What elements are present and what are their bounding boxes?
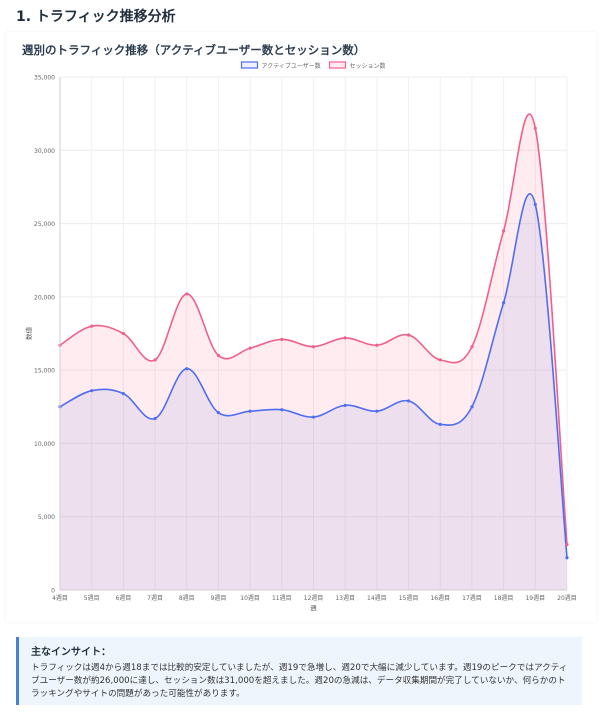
legend-label: アクティブユーザー数 bbox=[262, 62, 321, 70]
data-point bbox=[406, 333, 411, 337]
legend-item[interactable]: セッション数 bbox=[328, 61, 386, 70]
data-point bbox=[438, 422, 442, 426]
y-tick-label: 35,000 bbox=[34, 75, 55, 82]
data-point bbox=[248, 346, 252, 350]
x-tick-label: 19週目 bbox=[525, 594, 545, 602]
traffic-chart: 0 5,000 10,000 15,000 20,000 25,000 30,000 35,0… bbox=[24, 61, 577, 613]
y-tick-label: 25,000 bbox=[34, 221, 55, 228]
y-tick-label: 30,000 bbox=[34, 148, 55, 155]
x-tick-label: 9週目 bbox=[211, 594, 227, 602]
data-point bbox=[153, 358, 157, 362]
points bbox=[58, 126, 569, 560]
x-tick-label: 13週目 bbox=[335, 594, 355, 602]
data-point bbox=[90, 324, 94, 328]
data-point bbox=[216, 411, 221, 415]
section-title: 1. トラフィック推移分析 bbox=[16, 9, 176, 25]
data-point bbox=[121, 331, 125, 336]
data-point bbox=[406, 399, 411, 403]
legend[interactable]: アクティブユーザー数 セッション数 bbox=[240, 61, 386, 70]
legend-swatch bbox=[328, 61, 347, 69]
data-point bbox=[565, 556, 569, 560]
data-point bbox=[343, 336, 347, 340]
insight-box: 主なインサイト： トラフィックは週4から週18までは比較的安定していましたが、週… bbox=[16, 637, 582, 705]
x-tick-label: 5週目 bbox=[84, 594, 100, 602]
series-area-1 bbox=[60, 114, 567, 590]
x-tick-label: 8週目 bbox=[179, 594, 195, 602]
y-tick-label: 0 bbox=[51, 588, 55, 595]
x-tick-label: 15週目 bbox=[399, 594, 419, 602]
x-tick-label: 14週目 bbox=[367, 594, 387, 602]
grid bbox=[59, 76, 568, 591]
x-axis-label: 週 bbox=[310, 603, 317, 612]
y-axis-label: 数値 bbox=[24, 327, 33, 341]
data-point bbox=[375, 343, 379, 347]
data-point bbox=[280, 408, 284, 412]
x-tick-label: 10週目 bbox=[240, 594, 260, 602]
x-tick-label: 12週目 bbox=[304, 594, 324, 602]
data-point bbox=[502, 229, 506, 233]
data-point bbox=[343, 403, 347, 407]
y-tick-label: 10,000 bbox=[34, 441, 55, 448]
data-point bbox=[502, 301, 506, 305]
y-tick-label: 20,000 bbox=[34, 294, 55, 301]
chart-title: 週別のトラフィック推移（アクティブユーザー数とセッション数） bbox=[22, 43, 366, 57]
data-point bbox=[121, 391, 125, 396]
data-point bbox=[153, 416, 157, 421]
x-tick-label: 7週目 bbox=[147, 594, 163, 602]
data-point bbox=[470, 345, 474, 349]
y-tick-label: 5,000 bbox=[38, 514, 55, 521]
data-point bbox=[185, 292, 189, 296]
insight-text: トラフィックは週4から週18までは比較的安定していましたが、週19で急増し、週2… bbox=[31, 663, 568, 699]
series-area-0 bbox=[60, 193, 567, 590]
insight-title: 主なインサイト： bbox=[31, 647, 111, 658]
legend-swatch bbox=[240, 61, 259, 69]
data-point bbox=[375, 409, 379, 413]
data-point bbox=[280, 337, 284, 341]
data-point bbox=[185, 367, 189, 371]
data-point bbox=[533, 126, 537, 130]
data-point bbox=[565, 542, 569, 547]
x-tick-label: 4週目 bbox=[52, 594, 68, 602]
x-tick-label: 6週目 bbox=[115, 594, 131, 602]
data-point bbox=[533, 202, 537, 207]
data-point bbox=[470, 405, 474, 409]
data-point bbox=[311, 345, 316, 349]
x-tick-label: 16週目 bbox=[430, 594, 450, 602]
x-tick-label: 11週目 bbox=[272, 594, 292, 602]
x-tick-label: 18週目 bbox=[494, 594, 514, 602]
legend-item[interactable]: アクティブユーザー数 bbox=[240, 61, 321, 70]
x-tick-label: 20週目 bbox=[557, 594, 577, 602]
legend-label: セッション数 bbox=[350, 62, 386, 70]
x-tick-label: 17週目 bbox=[462, 594, 482, 602]
data-point bbox=[216, 353, 221, 358]
axes: 0 5,000 10,000 15,000 20,000 25,000 30,000 35,0… bbox=[24, 75, 577, 613]
data-point bbox=[438, 358, 442, 362]
areas bbox=[60, 114, 567, 590]
data-point bbox=[90, 389, 94, 393]
y-tick-label: 15,000 bbox=[34, 368, 55, 375]
data-point bbox=[248, 409, 252, 413]
data-point bbox=[311, 415, 316, 419]
